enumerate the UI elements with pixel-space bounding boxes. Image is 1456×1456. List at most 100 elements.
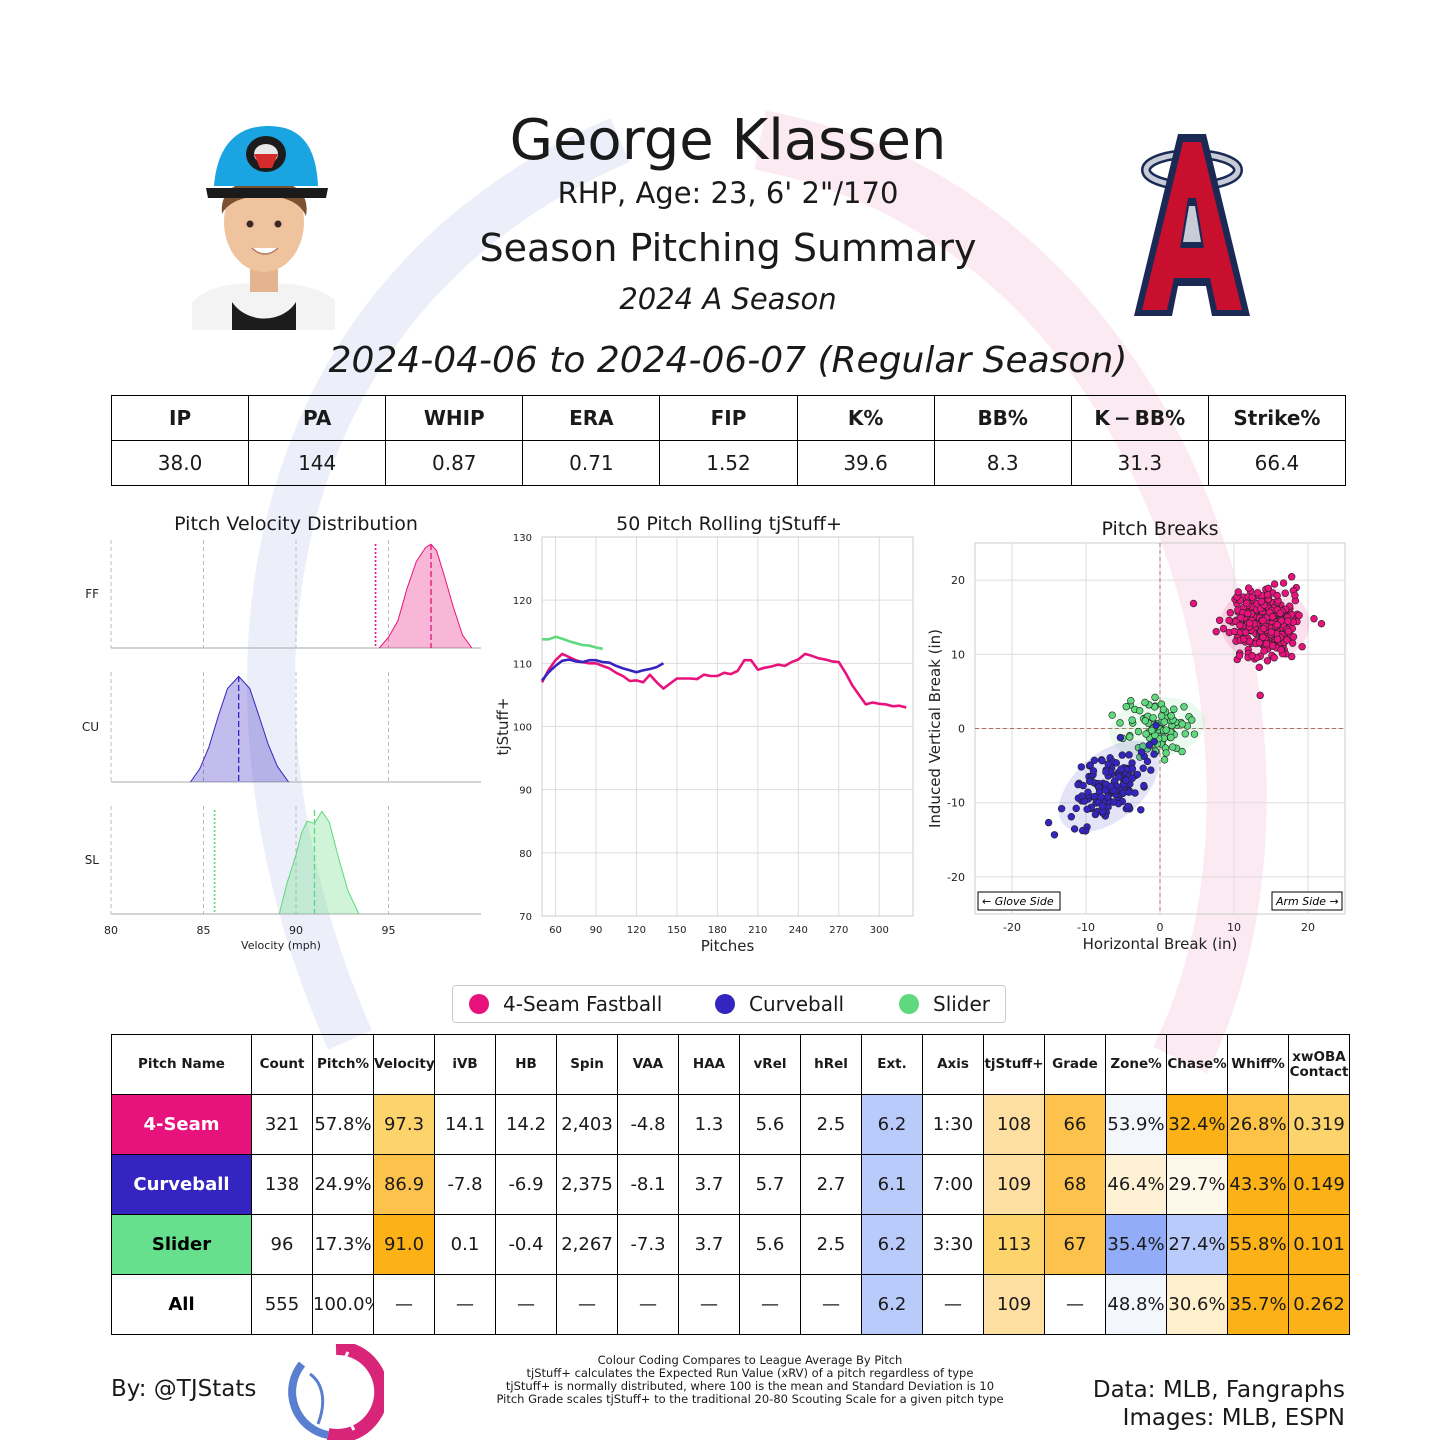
angels-logo <box>1134 134 1250 316</box>
summary-value-cell: 31.3 <box>1070 440 1209 486</box>
pitch-table-cell: 26.8% <box>1227 1094 1289 1155</box>
point-cu <box>1118 751 1126 759</box>
point-ff <box>1291 591 1299 600</box>
player-info: RHP, Age: 23, 6' 2"/170 <box>557 176 899 210</box>
season-label: 2024 A Season <box>619 282 837 316</box>
x-tick-label: 80 <box>104 924 118 937</box>
point-cu <box>1133 770 1142 779</box>
pitch-table-header-cell: Zone% <box>1105 1034 1167 1095</box>
point-sl <box>1122 703 1130 711</box>
data-source: Data: MLB, Fangraphs <box>1092 1377 1345 1403</box>
summary-header-cell: BB% <box>933 395 1072 441</box>
point-cu <box>1106 782 1115 791</box>
x-axis-label: Pitches <box>701 937 755 955</box>
point-ff <box>1244 584 1253 592</box>
pitch-table-header-cell: VAA <box>617 1034 679 1095</box>
point-cu <box>1078 792 1086 800</box>
annotation-box <box>1271 891 1343 911</box>
point-cu <box>1125 788 1133 796</box>
point-cu <box>1098 802 1106 810</box>
point-ff <box>1273 635 1282 643</box>
pitch-table-cell: 0.319 <box>1288 1094 1350 1155</box>
point-sl <box>1142 730 1150 738</box>
point-cu <box>1101 786 1110 794</box>
pitch-table-row: All555100.0%————————6.2—109—48.8%30.6%35… <box>111 1274 1350 1335</box>
footnote-line: Colour Coding Compares to League Average… <box>597 1353 903 1367</box>
y-tick-label: -10 <box>947 797 965 810</box>
pitch-table-cell: -7.3 <box>617 1214 679 1275</box>
pitch-table-cell: 2,403 <box>556 1094 618 1155</box>
pitch-table-cell: 17.3% <box>312 1214 374 1275</box>
pitch-table-cell: 0.262 <box>1288 1274 1350 1335</box>
summary-value-cell: 38.0 <box>110 440 250 486</box>
pitch-table-cell: 321 <box>251 1094 313 1155</box>
breaks-chart-title: Pitch Breaks <box>1101 518 1219 540</box>
point-sl <box>1141 717 1150 725</box>
footnote-line: Pitch Grade scales tjStuff+ to the tradi… <box>496 1392 1004 1406</box>
y-tick-label: 130 <box>513 533 532 544</box>
pitch-name-cell: 4-Seam <box>111 1094 252 1155</box>
pitch-table-cell: 97.3 <box>373 1094 435 1155</box>
legend-item-ff: 4-Seam Fastball <box>469 992 662 1016</box>
x-tick-label: 120 <box>627 925 646 936</box>
pitch-table-cell: -7.8 <box>434 1154 496 1215</box>
glove-side-annotation: ← Glove Side <box>977 891 1061 911</box>
summary-value-cell: 144 <box>248 440 387 486</box>
pitch-table-cell: 35.7% <box>1227 1274 1289 1335</box>
point-sl <box>1159 705 1168 714</box>
point-ff <box>1257 597 1266 606</box>
summary-header-cell: ERA <box>522 395 661 441</box>
point-ff <box>1276 609 1284 617</box>
point-cu <box>1097 793 1105 801</box>
point-ff <box>1310 615 1318 623</box>
pitch-table-cell: 46.4% <box>1105 1154 1167 1215</box>
kde-fill-sl <box>279 811 359 914</box>
image-source: Images: MLB, ESPN <box>1122 1405 1345 1431</box>
point-ff <box>1262 640 1271 648</box>
kde-line-ff <box>378 543 473 649</box>
legend-label-ff: 4-Seam Fastball <box>503 992 663 1016</box>
y-axis-label: Induced Vertical Break (in) <box>926 629 944 828</box>
point-cu <box>1125 751 1133 759</box>
rolling-chart-title: 50 Pitch Rolling tjStuff+ <box>616 513 842 535</box>
pitch-table-cell: 57.8% <box>312 1094 374 1155</box>
point-cu <box>1128 774 1136 783</box>
point-cu <box>1079 781 1087 790</box>
y-tick-label: 120 <box>513 596 532 607</box>
pitch-table-row: 4-Seam 321 57.8% 97.3 14.1 14.2 2,403 -4.8 1.3 5.… <box>111 1094 1350 1155</box>
x-tick-label: 210 <box>748 925 767 936</box>
pitch-table-cell: 2.5 <box>800 1094 862 1155</box>
point-sl <box>1190 730 1199 738</box>
pitch-table-cell: 5.6 <box>739 1094 801 1155</box>
point-ff <box>1244 609 1252 618</box>
summary-header-cell: IP <box>110 395 250 441</box>
pitch-table-cell: 6.2 <box>861 1214 923 1275</box>
x-tick-label: 150 <box>667 925 686 936</box>
point-ff <box>1281 589 1289 597</box>
x-tick-label: 90 <box>590 925 603 936</box>
pitch-table-cell: 32.4% <box>1166 1094 1228 1155</box>
point-sl <box>1149 714 1157 722</box>
point-cu <box>1102 768 1110 776</box>
point-ff <box>1284 617 1292 625</box>
point-sl <box>1178 747 1186 756</box>
point-cu <box>1140 781 1148 790</box>
point-ff <box>1259 624 1268 633</box>
pitch-table-header-cell: vRel <box>739 1034 801 1095</box>
point-cu <box>1067 813 1076 821</box>
y-tick-label: 110 <box>513 659 532 670</box>
player-headshot <box>192 124 335 330</box>
summary-header-cell: PA <box>248 395 387 441</box>
pitch-table-row: Curveball 138 24.9% 86.9 -7.8 -6.9 2,375 -8.1 3.… <box>111 1154 1350 1215</box>
legend-label-sl: Slider <box>933 992 991 1016</box>
summary-header-cell: K − BB% <box>1070 395 1209 441</box>
pitch-table-cell: 138 <box>251 1154 313 1215</box>
point-ff <box>1259 616 1267 625</box>
point-sl <box>1178 720 1186 728</box>
pitch-table-cell: 30.6% <box>1166 1274 1228 1335</box>
pitch-table-cell: 3:30 <box>922 1214 984 1275</box>
pitch-table-cell: 6.2 <box>861 1274 923 1335</box>
point-ff <box>1219 624 1228 633</box>
point-ff <box>1239 635 1248 643</box>
